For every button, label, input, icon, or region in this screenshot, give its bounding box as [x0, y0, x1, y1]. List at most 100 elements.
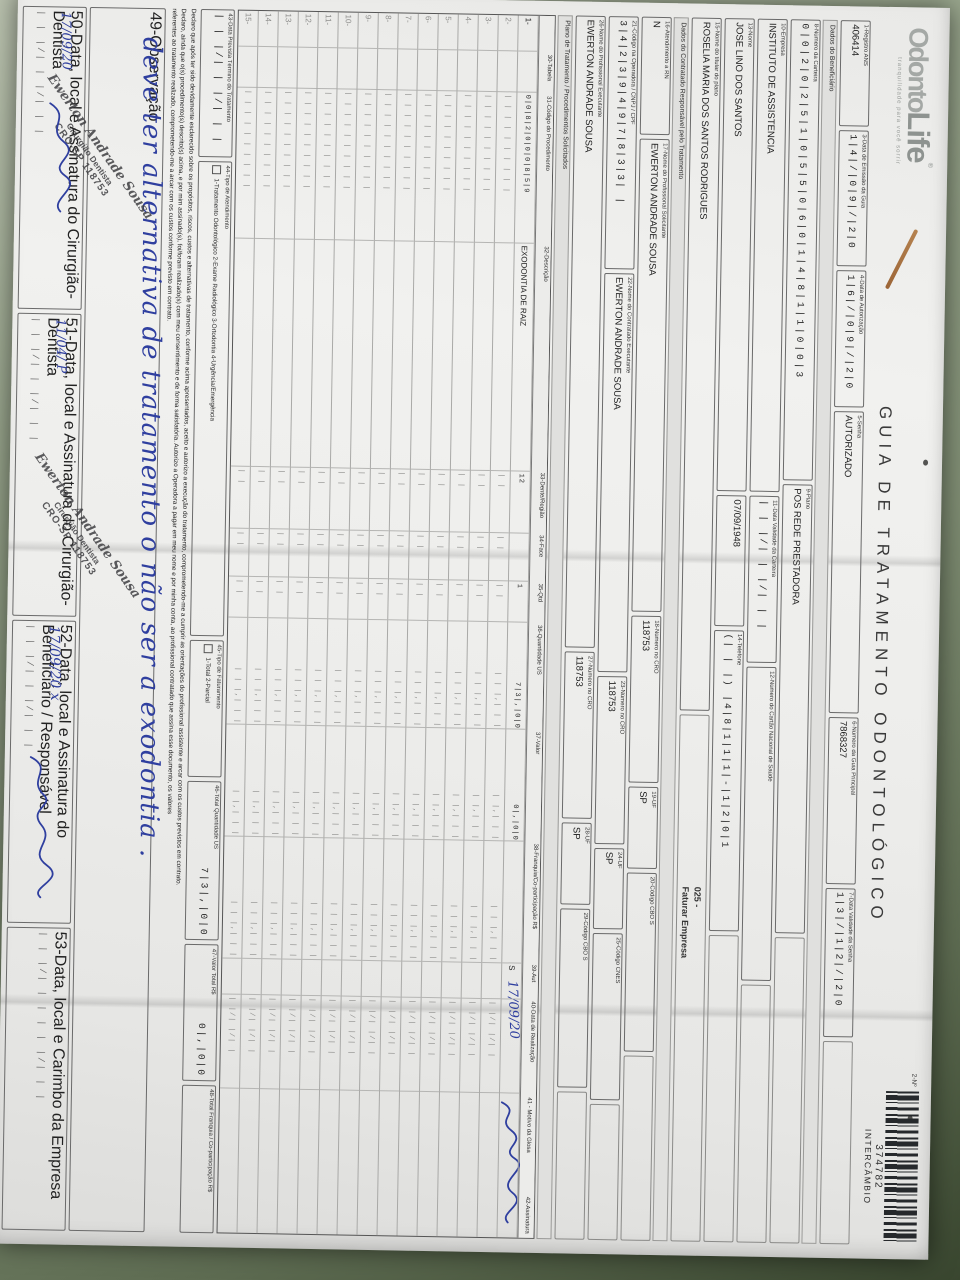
- field-label: 23-Número no CRO: [618, 680, 626, 735]
- empty-box: [736, 984, 771, 1243]
- field-nome-beneficiario: 13-Nome JOSE LINO DOS SANTOS: [716, 18, 755, 492]
- field-tipo-atendimento: 44-Tipo de Atendimento 1-Tratamento Odon…: [189, 161, 233, 637]
- field-label: [742, 500, 744, 622]
- col-tabela: 30-Tabela: [545, 54, 553, 82]
- empty-box: [620, 1055, 654, 1241]
- field-label: 20-Código CBO S: [647, 876, 655, 925]
- col-codigo: 31-Código do Procedimento: [544, 96, 552, 171]
- field-assinatura-dentista-1: 50-Data, local e Assinatura do Cirurgião…: [17, 5, 156, 310]
- field-carimbo-empresa: 53-Data, local e Carimbo da Empresa | | …: [1, 926, 71, 1231]
- field-label: 12-Número do Cartão Nacional de Saúde: [766, 671, 775, 782]
- field-senha: 5-Senha AUTORIZADO: [828, 410, 864, 714]
- form-paper: OdontoLife® tranquilidade para você sorr…: [0, 0, 950, 1260]
- date-cells: | | |/| | |/| | |: [28, 317, 41, 443]
- field-value: 7868327: [836, 720, 849, 759]
- field-value: 406414: [849, 24, 861, 57]
- field-label: 45-Tipo de Faturamento: [214, 644, 222, 709]
- handwritten-date: 11/04/ P: [52, 318, 69, 374]
- field-registro-ans: 1-Registro ANS 406414: [838, 20, 871, 127]
- empty-box: [670, 714, 710, 1242]
- field-label: 43-Data Prevista Término do Tratamento: [224, 13, 233, 123]
- field-cbo-solicitante: 20-Código CBO S: [623, 872, 657, 1053]
- empty-box: [587, 1104, 620, 1241]
- field-assinatura-dentista-2: 51-Data, local e Assinatura do Cirurgião…: [12, 312, 144, 617]
- field-data-emissao: 3-Data de Emissão da Guia 1|4|/|0|9|/|2|…: [836, 129, 869, 268]
- checkbox: [203, 644, 213, 654]
- handwritten-observation: deve ter alternativa de tratamento o não…: [133, 37, 167, 859]
- empty-box: [703, 935, 739, 1243]
- field-label: 11-Data Validade da Carteira: [770, 500, 778, 577]
- field-validade-carteira: 11-Data Validade da Carteira | | |/| | |…: [746, 495, 780, 664]
- field-value: 1|6|/|0|9|/|2|0: [843, 274, 857, 391]
- field-total-quantidade-us: 46-Total Quantidade US 7|3|,|0|0: [184, 780, 222, 941]
- col-valor: 37-Valor: [533, 731, 541, 755]
- handwritten-date: 17/09/20: [57, 11, 74, 71]
- col-data-realizacao: 40-Data de Realização: [528, 1001, 536, 1063]
- field-total-franquia: 48-Total Franquia / Co-participação R$: [179, 1084, 217, 1234]
- date-cells: | | |/| | |/| | |: [33, 10, 46, 137]
- field-label: 19-UF: [649, 791, 657, 809]
- field-cro-solicitante: 18-Número no CRO 118753: [628, 615, 662, 784]
- field-label: 25-Código CNES: [613, 937, 621, 984]
- logo-text: Odonto: [902, 27, 934, 112]
- form-title: GUIA DE TRATAMENTO ODONTOLÓGICO: [866, 405, 896, 925]
- checkbox: [211, 165, 222, 175]
- logo-swoosh-stroke: [884, 228, 919, 290]
- field-label: 46-Total Quantidade US: [212, 784, 220, 850]
- field-cro-executante: 27-Número no CRO 118753: [561, 651, 595, 820]
- handwritten-date: 17/09/20 x: [45, 625, 64, 701]
- field-codigo-operadora: 21-Código na Operadora / CNPJ / CPF 3|4|…: [604, 16, 639, 270]
- field-plano: 9-Plano POS REDE PRESTADORA: [774, 484, 813, 934]
- col-descricao: 32-Descrição: [542, 246, 549, 282]
- barcode-block: 2-Nº 374782 INTERCÂMBIO: [861, 1073, 920, 1244]
- field-label: 47-Valor Total R$: [209, 948, 217, 995]
- field-label: 7-Data Validade da Senha: [846, 892, 854, 963]
- field-value: 7|3|,|0|0: [197, 867, 210, 937]
- field-options: 1-Total 2-Parcial: [203, 657, 212, 703]
- field-label: 48-Total Franquia / Co-participação R$: [206, 1089, 215, 1193]
- field-cbo-executante: 29-Código CBO S: [557, 908, 591, 1088]
- field-label: 53-Data, local e Carimbo da Empresa: [47, 931, 69, 1200]
- field-assinatura-beneficiario: 52-Data, local e Assinatura do Beneficiá…: [7, 619, 77, 924]
- field-value: 1|4|/|0|9|/|2|0: [845, 134, 859, 250]
- field-value: SP: [570, 826, 582, 840]
- col-franquia: 38-Franquia/Co-participação R$: [530, 843, 539, 930]
- row1-signature-scribble: [500, 1101, 520, 1224]
- field-data-nascimento: 07/09/1948: [714, 495, 747, 627]
- field-telefone: 14-Telefone (| | |) |4|8|1|1|1|-|1|2|0|1: [708, 629, 745, 932]
- col-dente: 33-Dente/Região: [538, 472, 545, 519]
- field-uf-solicitante: 19-UF SP: [626, 786, 659, 869]
- col-face: 34-Face: [537, 535, 544, 558]
- field-options: 1-Tratamento Odontológico 2-Exame Radiol…: [208, 178, 220, 422]
- date-cells: | | |/| | |/| | |: [23, 623, 36, 750]
- col-quantidade-us: 36-Quantidade US: [535, 625, 543, 675]
- field-value: 118753: [639, 619, 652, 652]
- field-contratado-executante: 22-Nome do Contratado Executante EWERTON…: [597, 272, 635, 673]
- field-value: | | |/| | |/| | |: [756, 499, 770, 631]
- date-cells: | | |/| | | | | |/| | |: [34, 931, 48, 1102]
- annotation-faturar-empresa: 025 - Faturar Empresa: [679, 886, 703, 959]
- doc-number-label: 2-Nº: [910, 1073, 918, 1087]
- empty-box: [769, 936, 805, 1244]
- odontolife-logo: OdontoLife® tranquilidade para você sorr…: [894, 27, 937, 168]
- field-numero-guia-principal: 6-Número da Guia Principal 7868327: [825, 716, 859, 885]
- field-value: 07/09/1948: [730, 499, 743, 548]
- field-label: 4-Data de Autorização: [857, 274, 865, 335]
- field-data-termino: 43-Data Prevista Término do Tratamento |…: [198, 8, 235, 158]
- field-label: 6-Número da Guia Principal: [849, 721, 857, 796]
- field-value: 118753: [605, 680, 618, 712]
- field-value: 118753: [573, 655, 585, 687]
- field-label: 3-Data de Emissão da Guia: [859, 134, 867, 209]
- field-valor-total: 47-Valor Total R$ 0|,|0|0: [182, 944, 219, 1082]
- empty-box: [554, 1091, 588, 1240]
- field-validade-senha: 7-Data Validade da Senha 1|3|/|1|2|/|2|0: [823, 887, 856, 1038]
- field-label: 16-Atendimento a RN: [662, 21, 670, 79]
- field-label: 24-UF: [615, 851, 623, 869]
- field-empresa: 10-Empresa INSTITUTO DE ASSISTENCIA: [749, 18, 788, 493]
- field-label: 29-Código CBO S: [581, 912, 589, 961]
- field-data-autorizacao: 4-Data de Autorização 1|6|/|0|9|/|2|0: [834, 270, 867, 408]
- field-cartao-nacional-saude: 12-Número do Cartão Nacional de Saúde: [740, 666, 777, 982]
- field-label: 27-Número no CRO: [585, 655, 593, 710]
- field-codigo-cnes: 25-Código CNES: [589, 932, 623, 1101]
